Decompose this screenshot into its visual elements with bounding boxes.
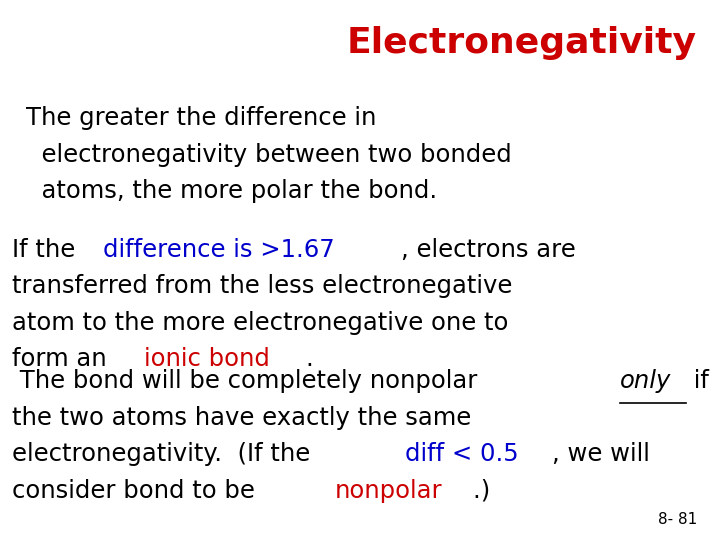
Text: consider bond to be: consider bond to be <box>12 479 263 503</box>
Text: The bond will be completely nonpolar: The bond will be completely nonpolar <box>12 369 485 393</box>
Text: , electrons are: , electrons are <box>401 238 576 262</box>
Text: the two atoms have exactly the same: the two atoms have exactly the same <box>12 406 472 430</box>
Text: atoms, the more polar the bond.: atoms, the more polar the bond. <box>27 179 438 203</box>
Text: diff < 0.5: diff < 0.5 <box>405 442 519 467</box>
Text: nonpolar: nonpolar <box>334 479 442 503</box>
Text: atom to the more electronegative one to: atom to the more electronegative one to <box>12 311 508 335</box>
Text: transferred from the less electronegative: transferred from the less electronegativ… <box>12 274 513 298</box>
Text: If the: If the <box>12 238 83 262</box>
Text: Electronegativity: Electronegativity <box>347 25 697 59</box>
Text: electronegativity.  (If the: electronegativity. (If the <box>12 442 318 467</box>
Text: only: only <box>620 369 672 393</box>
Text: if: if <box>686 369 709 393</box>
Text: , we will: , we will <box>552 442 649 467</box>
Text: electronegativity between two bonded: electronegativity between two bonded <box>27 143 512 167</box>
Text: .): .) <box>472 479 505 503</box>
Text: The greater the difference in: The greater the difference in <box>27 106 377 130</box>
Text: form an: form an <box>12 347 114 372</box>
Text: .: . <box>305 347 313 372</box>
Text: ionic bond: ionic bond <box>144 347 269 372</box>
Text: difference is >1.67: difference is >1.67 <box>104 238 335 262</box>
Text: 8- 81: 8- 81 <box>658 512 697 527</box>
